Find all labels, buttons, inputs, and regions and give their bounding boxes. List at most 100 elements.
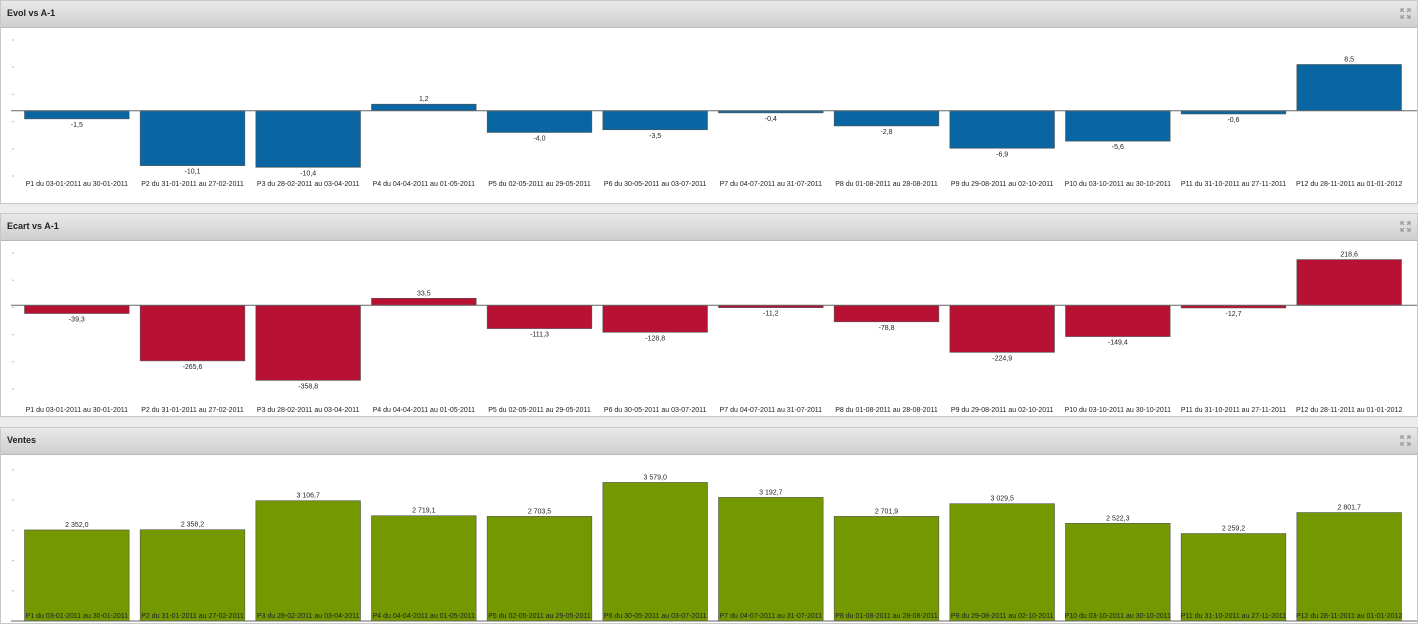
data-label: -3,5 (649, 133, 661, 140)
category-label: P10 du 03-10-2011 au 30-10-2011 (1065, 613, 1171, 620)
evol-chart: -1,5 P1 du 03-01-2011 au 30-01-2011 -10,1 P… (11, 39, 1417, 188)
bar[interactable] (949, 110, 1055, 149)
data-label: -39,3 (69, 317, 85, 324)
bar[interactable] (139, 305, 246, 362)
ecart-chart: -39,3 P1 du 03-01-2011 au 30-01-2011 -265,… (11, 252, 1417, 414)
data-label: -1,5 (71, 122, 83, 129)
maximize-icon[interactable] (1400, 8, 1411, 19)
data-label: 2 719,1 (412, 508, 435, 515)
panel-header: Ventes (1, 428, 1417, 455)
data-label: 2 701,9 (875, 508, 898, 515)
bar[interactable] (139, 110, 246, 166)
category-label: P9 du 29-08-2011 au 02-10-2011 (951, 407, 1054, 414)
data-label: -0,6 (1227, 117, 1239, 124)
bar[interactable] (949, 503, 1055, 622)
bar[interactable] (1065, 523, 1171, 622)
bar[interactable] (602, 482, 708, 622)
expand-arrows-icon (1400, 221, 1411, 232)
bar[interactable] (486, 516, 593, 622)
bar[interactable] (1065, 305, 1171, 337)
bar[interactable] (139, 529, 246, 622)
bar[interactable] (1180, 533, 1287, 622)
panel-title: Ventes (7, 435, 37, 445)
data-label: -149,4 (1108, 340, 1128, 347)
data-label: -11,2 (763, 311, 779, 318)
bar[interactable] (255, 110, 361, 168)
category-label: P11 du 31-10-2011 au 27-11-2011 (1181, 407, 1286, 414)
category-label: P5 du 02-05-2011 au 29-05-2011 (488, 613, 591, 620)
panel-header: Evol vs A-1 (1, 1, 1417, 28)
bar[interactable] (24, 110, 130, 120)
category-label: P12 du 28-11-2011 au 01-01-2012 (1296, 181, 1402, 188)
panel-evol: Evol vs A-1 -1,5 P1 du 03-01-2011 au 30-0… (0, 0, 1418, 204)
data-label: 33,5 (417, 290, 431, 297)
category-label: P4 du 04-04-2011 au 01-05-2011 (373, 181, 476, 188)
bar[interactable] (255, 500, 361, 622)
data-label: 2 703,5 (528, 508, 551, 515)
data-label: -78,8 (879, 325, 895, 332)
bar[interactable] (24, 305, 130, 314)
maximize-icon[interactable] (1400, 221, 1411, 232)
category-label: P8 du 01-08-2011 au 28-08-2011 (835, 407, 938, 414)
bar[interactable] (486, 110, 593, 133)
category-label: P6 du 30-05-2011 au 03-07-2011 (604, 613, 707, 620)
bar[interactable] (255, 305, 361, 381)
data-label: -224,9 (992, 355, 1012, 362)
data-label: 8,5 (1344, 56, 1354, 63)
maximize-icon[interactable] (1400, 435, 1411, 446)
data-label: 3 106,7 (296, 493, 319, 500)
category-label: P2 du 31-01-2011 au 27-02-2011 (141, 181, 244, 188)
data-label: 1,2 (419, 96, 429, 103)
category-label: P3 du 28-02-2011 au 03-04-2011 (257, 613, 360, 620)
bar[interactable] (718, 497, 824, 622)
bar[interactable] (602, 110, 708, 131)
panel-header: Ecart vs A-1 (1, 214, 1417, 241)
bar[interactable] (949, 305, 1055, 353)
category-label: P7 du 04-07-2011 au 31-07-2011 (720, 407, 823, 414)
data-label: 3 029,5 (990, 496, 1013, 503)
category-label: P3 du 28-02-2011 au 03-04-2011 (257, 181, 360, 188)
category-label: P4 du 04-04-2011 au 01-05-2011 (373, 407, 476, 414)
panel-ecart: Ecart vs A-1 -39,3 P1 du 03-01-2011 au 30… (0, 213, 1418, 417)
data-label: -6,9 (996, 151, 1008, 158)
bar[interactable] (1296, 512, 1402, 622)
category-label: P3 du 28-02-2011 au 03-04-2011 (257, 407, 360, 414)
bar[interactable] (833, 516, 940, 622)
data-label: -4,0 (533, 135, 545, 142)
category-label: P11 du 31-10-2011 au 27-11-2011 (1181, 181, 1286, 188)
category-label: P1 du 03-01-2011 au 30-01-2011 (26, 407, 129, 414)
bar[interactable] (833, 110, 940, 127)
panel-title: Evol vs A-1 (7, 8, 56, 18)
data-label: 2 801,7 (1337, 505, 1360, 512)
bar[interactable] (486, 305, 593, 329)
category-label: P6 du 30-05-2011 au 03-07-2011 (604, 181, 707, 188)
ventes-chart: 2 352,0 P1 du 03-01-2011 au 30-01-2011 2 3… (11, 469, 1417, 622)
category-label: P8 du 01-08-2011 au 28-08-2011 (835, 613, 938, 620)
bar[interactable] (24, 529, 130, 622)
data-label: 218,6 (1340, 252, 1358, 259)
category-label: P5 du 02-05-2011 au 29-05-2011 (488, 407, 591, 414)
data-label: 2 522,3 (1106, 515, 1129, 522)
data-label: 2 358,2 (181, 522, 204, 529)
bar[interactable] (833, 305, 940, 323)
category-label: P9 du 29-08-2011 au 02-10-2011 (951, 613, 1054, 620)
bar[interactable] (371, 515, 477, 622)
category-label: P8 du 01-08-2011 au 28-08-2011 (835, 181, 938, 188)
category-label: P4 du 04-04-2011 au 01-05-2011 (373, 613, 476, 620)
data-label: 3 192,7 (759, 489, 782, 496)
data-label: 2 352,0 (65, 522, 88, 529)
bar[interactable] (602, 305, 708, 333)
bar[interactable] (1296, 259, 1402, 306)
category-label: P1 du 03-01-2011 au 30-01-2011 (26, 613, 129, 620)
category-label: P10 du 03-10-2011 au 30-10-2011 (1065, 181, 1171, 188)
bar[interactable] (1296, 64, 1402, 112)
category-label: P6 du 30-05-2011 au 03-07-2011 (604, 407, 707, 414)
bar[interactable] (371, 103, 477, 112)
bar[interactable] (371, 297, 477, 306)
category-label: P7 du 04-07-2011 au 31-07-2011 (720, 613, 823, 620)
category-label: P2 du 31-01-2011 au 27-02-2011 (141, 613, 244, 620)
data-label: -2,8 (880, 129, 892, 136)
category-label: P11 du 31-10-2011 au 27-11-2011 (1181, 613, 1286, 620)
category-label: P7 du 04-07-2011 au 31-07-2011 (720, 181, 823, 188)
bar[interactable] (1065, 110, 1171, 142)
